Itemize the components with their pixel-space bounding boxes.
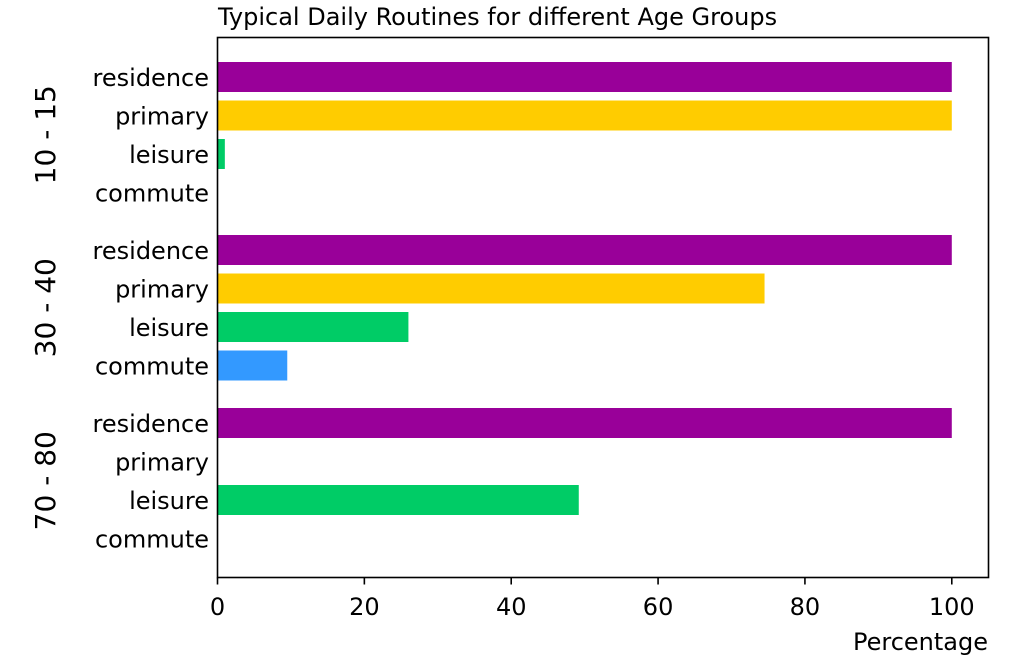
x-tick-label: 100 <box>929 593 975 621</box>
category-label-leisure: leisure <box>129 487 209 515</box>
group-label: 70 - 80 <box>29 431 62 530</box>
bar-30-40-commute <box>217 350 288 381</box>
category-label-residence: residence <box>93 410 209 438</box>
category-label-commute: commute <box>95 526 209 554</box>
bar-70-80-leisure <box>217 485 579 515</box>
plot-frame <box>216 36 990 579</box>
bar-30-40-residence <box>217 235 952 265</box>
chart-title: Typical Daily Routines for different Age… <box>217 3 777 31</box>
category-label-residence: residence <box>93 237 209 265</box>
x-axis-label: Percentage <box>853 628 988 656</box>
bar-10-15-residence <box>217 62 952 92</box>
bar-10-15-primary <box>217 100 952 131</box>
category-label-primary: primary <box>115 276 209 304</box>
x-tick-label: 20 <box>349 593 380 621</box>
category-label-commute: commute <box>95 353 209 381</box>
x-axis-ticks: 0 20 40 60 80 100 <box>210 577 975 621</box>
group-label: 30 - 40 <box>29 258 62 357</box>
category-label-leisure: leisure <box>129 314 209 342</box>
bar-30-40-leisure <box>217 312 409 342</box>
group-label: 10 - 15 <box>29 85 62 184</box>
labels-layer: residence primary leisure commute 10 - 15 res… <box>29 64 209 554</box>
x-tick-label: 80 <box>790 593 821 621</box>
x-tick-label: 0 <box>210 593 225 621</box>
category-label-primary: primary <box>115 103 209 131</box>
category-label-commute: commute <box>95 180 209 208</box>
bar-10-15-leisure <box>217 139 225 169</box>
x-tick-label: 40 <box>496 593 527 621</box>
x-tick-label: 60 <box>643 593 674 621</box>
bar-30-40-primary <box>217 273 765 304</box>
category-label-primary: primary <box>115 449 209 477</box>
category-label-leisure: leisure <box>129 141 209 169</box>
category-label-residence: residence <box>93 64 209 92</box>
bar-70-80-residence <box>217 408 952 438</box>
bars-layer <box>217 62 952 515</box>
